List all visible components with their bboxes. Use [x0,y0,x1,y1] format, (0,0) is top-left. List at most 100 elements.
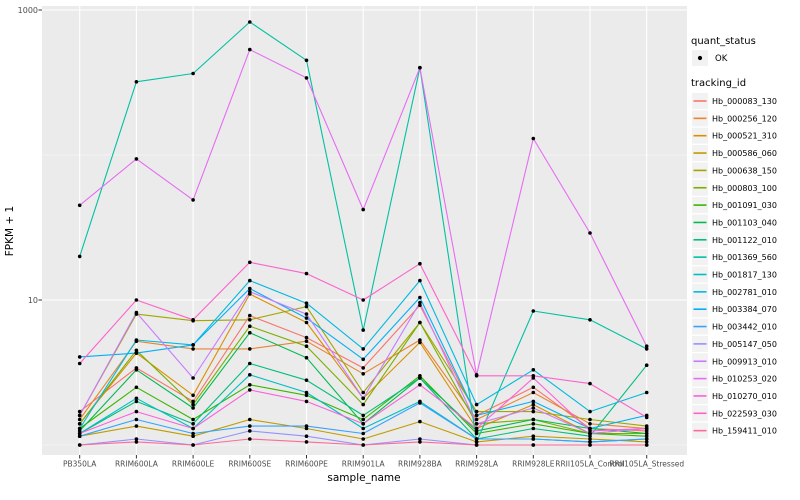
data-point [248,388,252,392]
legend-item-Hb_000083_130: Hb_000083_130 [692,93,777,109]
legend-label: Hb_001122_010 [712,236,777,245]
legend-item-Hb_005147_050: Hb_005147_050 [692,335,777,352]
data-point [134,80,139,84]
data-point [474,440,479,444]
legend: quant_status OK tracking_id Hb_000083_13… [691,36,777,439]
data-point [134,385,139,390]
data-point [248,417,252,422]
data-point [474,443,479,447]
legend-label: Hb_002781_010 [712,288,777,297]
legend-label: Hb_001103_040 [712,218,777,227]
data-point [304,76,309,80]
data-point [134,424,139,428]
data-point [304,424,309,428]
legend-item-Hb_001369_560: Hb_001369_560 [692,249,777,266]
data-point [361,431,366,436]
data-point [418,401,422,405]
data-point [77,203,82,208]
data-point [304,339,309,344]
data-point [531,434,536,439]
data-point [191,426,195,431]
data-point [248,20,252,24]
data-point [77,361,82,366]
data-point [474,426,479,431]
data-point [134,437,139,441]
data-point [531,399,536,404]
data-point [418,65,422,70]
data-point [531,385,536,390]
data-point [418,376,422,380]
legend-label: Hb_001091_030 [712,201,777,210]
data-point [134,368,139,372]
data-point [134,338,139,342]
data-point [361,426,366,431]
data-point [531,443,536,447]
data-point [248,260,252,265]
data-point [191,347,195,351]
data-point [418,295,422,300]
x-tick-label-RRIM600LE: RRIM600LE [172,460,215,469]
legend-label: Hb_005147_050 [712,340,777,349]
legend-label: Hb_159411_010 [712,427,777,436]
data-point [531,409,536,414]
data-point [191,71,195,76]
legend-label: Hb_022593_030 [712,409,777,418]
data-point [248,383,252,387]
data-point [304,316,309,320]
data-point [248,289,252,294]
data-point [248,318,252,322]
legend-label: Hb_009913_010 [712,357,777,366]
data-point [418,278,422,283]
legend-item-Hb_001817_130: Hb_001817_130 [692,266,777,283]
data-point [418,320,422,325]
data-point [361,328,366,332]
ok-point-icon [697,55,703,61]
legend-item-Hb_002781_010: Hb_002781_010 [692,283,777,300]
legend-tracking-rows: Hb_000083_130 Hb_000256_120 Hb_000521_310 H… [692,93,777,439]
data-point [361,443,366,447]
legend-item-Hb_003442_010: Hb_003442_010 [692,318,777,335]
data-point [304,58,309,63]
data-point [134,298,139,302]
data-point [134,348,139,353]
data-point [191,417,195,422]
series-points-Hb_003384_070 [77,286,649,431]
data-point [531,368,536,372]
data-point [644,437,649,441]
data-point [588,318,592,322]
x-tick-label-RRIM928LE: RRIM928LE [512,460,555,469]
data-point [531,309,536,313]
data-point [134,157,139,161]
legend-item-Hb_001103_040: Hb_001103_040 [692,214,777,231]
data-point [644,440,649,444]
data-point [134,409,139,414]
legend-label: Hb_001369_560 [712,253,777,262]
data-point [191,422,195,426]
data-point [248,286,252,291]
data-point [304,399,309,404]
legend-item-Hb_000256_120: Hb_000256_120 [692,110,777,127]
data-point [248,437,252,441]
series-points-Hb_002781_010 [77,278,649,431]
data-point [191,402,195,407]
data-point [418,303,422,308]
data-point [304,301,309,306]
data-point [588,429,592,433]
data-point [191,406,195,410]
data-point [474,413,479,418]
x-tick-label-RRIM928BA: RRIM928BA [398,460,443,469]
data-point [474,437,479,441]
data-point [361,402,366,407]
data-point [588,434,592,439]
data-point [191,376,195,380]
data-point [77,431,82,436]
data-point [474,402,479,407]
data-point [248,347,252,351]
data-point [644,426,649,431]
x-tick-label-RRII105LA_Control: RRII105LA_Control [555,460,625,469]
data-point [304,355,309,360]
data-point [77,426,82,431]
data-point [304,390,309,395]
